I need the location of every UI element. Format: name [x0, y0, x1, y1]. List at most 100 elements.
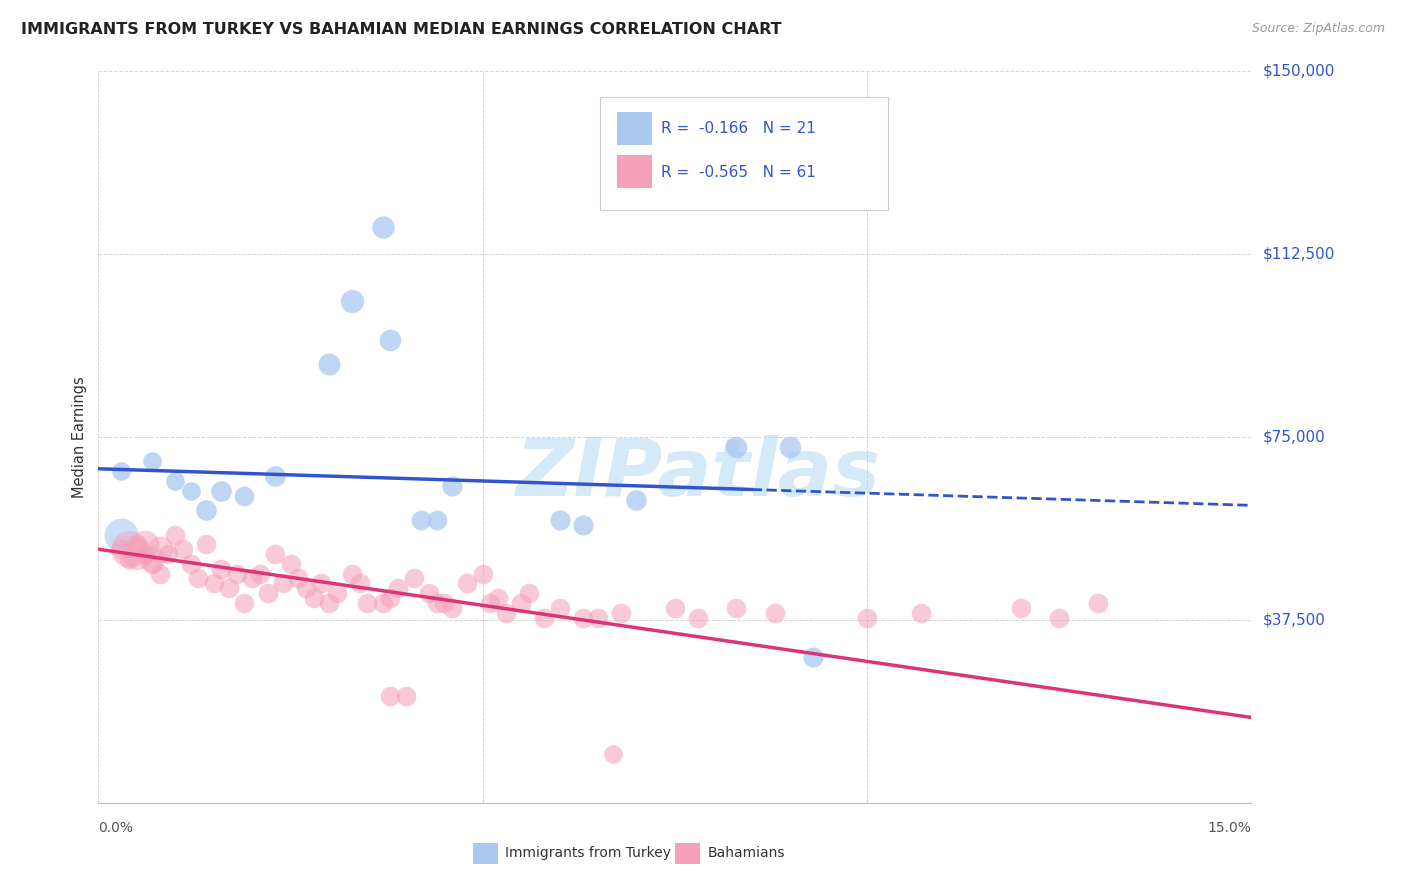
Point: [134, 537, 156, 551]
Point: [349, 576, 371, 591]
Point: [380, 591, 402, 605]
Point: [664, 600, 686, 615]
Point: [725, 600, 748, 615]
Point: [125, 547, 148, 561]
Point: [264, 469, 287, 483]
Text: $150,000: $150,000: [1263, 64, 1334, 78]
Point: [118, 552, 141, 566]
Text: 15.0%: 15.0%: [1208, 821, 1251, 835]
Text: Source: ZipAtlas.com: Source: ZipAtlas.com: [1251, 22, 1385, 36]
Point: [172, 542, 194, 557]
Text: R =  -0.565   N = 61: R = -0.565 N = 61: [661, 165, 815, 180]
Point: [165, 474, 187, 488]
Point: [533, 610, 555, 624]
Point: [356, 596, 378, 610]
Point: [380, 333, 402, 347]
Point: [571, 517, 593, 532]
Point: [325, 586, 347, 600]
Point: [1010, 600, 1032, 615]
Point: [725, 440, 748, 454]
Point: [471, 566, 494, 581]
Point: [195, 503, 218, 517]
Text: IMMIGRANTS FROM TURKEY VS BAHAMIAN MEDIAN EARNINGS CORRELATION CHART: IMMIGRANTS FROM TURKEY VS BAHAMIAN MEDIA…: [21, 22, 782, 37]
Text: $37,500: $37,500: [1263, 613, 1326, 627]
Point: [110, 542, 132, 557]
Point: [318, 596, 340, 610]
Point: [195, 537, 218, 551]
Point: [548, 513, 571, 527]
Bar: [472, 843, 499, 863]
Point: [779, 440, 801, 454]
Point: [110, 464, 132, 478]
Point: [340, 566, 363, 581]
Point: [610, 606, 633, 620]
Y-axis label: Median Earnings: Median Earnings: [72, 376, 87, 498]
Point: [371, 596, 394, 610]
Point: [910, 606, 932, 620]
Point: [311, 576, 333, 591]
Point: [517, 586, 540, 600]
Point: [411, 513, 433, 527]
Point: [380, 689, 402, 703]
Point: [233, 489, 256, 503]
Point: [249, 566, 271, 581]
Point: [318, 357, 340, 371]
FancyBboxPatch shape: [600, 97, 889, 211]
Point: [433, 596, 456, 610]
Point: [202, 576, 225, 591]
Point: [264, 547, 287, 561]
Text: Bahamians: Bahamians: [707, 847, 785, 860]
Point: [218, 581, 240, 595]
Point: [402, 572, 425, 586]
Point: [340, 293, 363, 308]
Bar: [617, 155, 652, 188]
Point: [426, 596, 449, 610]
Point: [586, 610, 609, 624]
Bar: [675, 843, 700, 863]
Point: [280, 557, 302, 571]
Point: [233, 596, 256, 610]
Point: [110, 527, 132, 541]
Point: [763, 606, 786, 620]
Point: [125, 537, 148, 551]
Point: [510, 596, 533, 610]
Point: [495, 606, 517, 620]
Point: [371, 220, 394, 235]
Point: [602, 747, 624, 761]
Text: $75,000: $75,000: [1263, 430, 1326, 444]
Point: [295, 581, 318, 595]
Point: [209, 562, 232, 576]
Point: [486, 591, 509, 605]
Point: [1047, 610, 1070, 624]
Text: $112,500: $112,500: [1263, 247, 1334, 261]
Point: [302, 591, 325, 605]
Point: [801, 649, 824, 664]
Point: [225, 566, 247, 581]
Text: Immigrants from Turkey: Immigrants from Turkey: [505, 847, 672, 860]
Point: [1087, 596, 1109, 610]
Point: [134, 547, 156, 561]
Point: [141, 552, 163, 566]
Text: ZIPatlas: ZIPatlas: [516, 434, 880, 513]
Point: [440, 479, 463, 493]
Text: 0.0%: 0.0%: [98, 821, 134, 835]
Point: [141, 454, 163, 468]
Point: [456, 576, 478, 591]
Point: [856, 610, 879, 624]
Point: [165, 527, 187, 541]
Point: [149, 566, 172, 581]
Point: [141, 557, 163, 571]
Point: [287, 572, 309, 586]
Point: [209, 483, 232, 498]
Point: [395, 689, 418, 703]
Point: [256, 586, 278, 600]
Point: [156, 547, 179, 561]
Bar: [617, 112, 652, 145]
Point: [426, 513, 449, 527]
Point: [418, 586, 440, 600]
Point: [149, 542, 172, 557]
Point: [571, 610, 593, 624]
Point: [440, 600, 463, 615]
Point: [118, 542, 141, 557]
Point: [271, 576, 294, 591]
